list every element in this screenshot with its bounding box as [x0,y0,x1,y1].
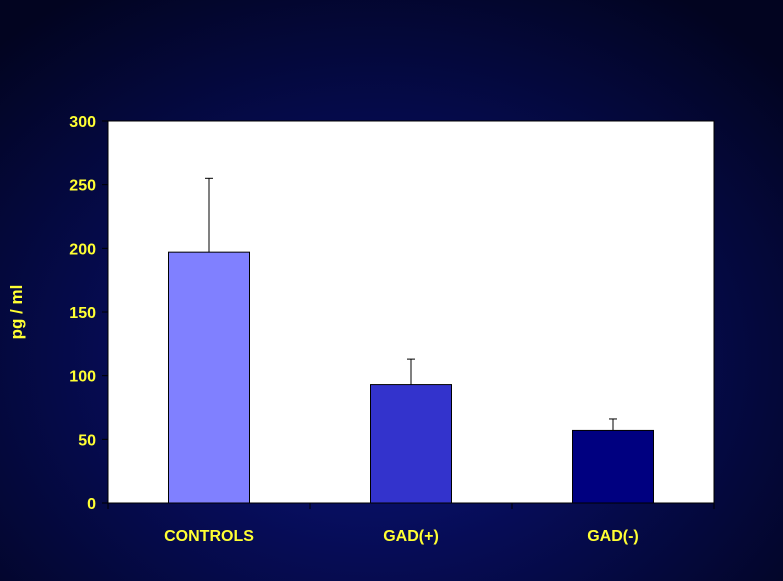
y-tick-label: 50 [78,432,96,449]
y-tick-label: 100 [69,369,96,386]
y-axis-title: pg / ml [7,285,26,340]
x-tick-label: GAD(-) [587,528,639,545]
y-tick-label: 200 [69,241,96,258]
bar-gad [572,429,654,504]
x-axis: CONTROLS GAD(+) GAD(-) [107,502,715,545]
bar-gad [370,384,452,504]
error-bars-group [205,177,617,431]
y-tick-label: 0 [87,496,96,513]
x-tick-label: CONTROLS [164,528,254,545]
bar-controls [168,251,250,504]
y-tick-label: 250 [69,178,96,195]
y-axis: 0 50 100 150 200 250 300 [69,114,109,513]
x-tick-label: GAD(+) [383,528,439,545]
y-tick-label: 300 [69,114,96,131]
y-tick-label: 150 [69,305,96,322]
